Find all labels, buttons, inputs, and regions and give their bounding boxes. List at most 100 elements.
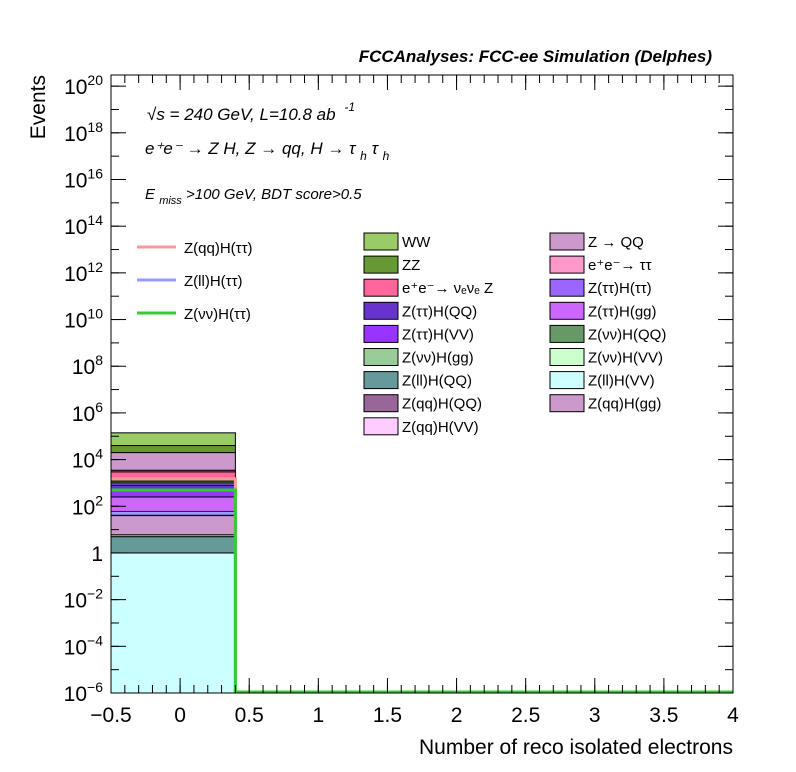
annotation-lumi-exponent: -1	[344, 100, 355, 114]
legend-swatch-legend_col2-4	[549, 324, 585, 343]
legend-label-legend_col2-2: Z(ττ)H(ττ)	[588, 280, 652, 297]
x-tick-label-1: 0	[174, 704, 186, 727]
x-axis-label: Number of reco isolated electrons	[419, 736, 733, 759]
stack-bar-14	[110, 452, 236, 471]
y-tick-base-0: 10	[64, 683, 87, 706]
legend-label-legend_col2-4: Z(νν)H(QQ)	[588, 326, 666, 343]
annotation-tau-sub-2: h	[383, 149, 390, 163]
y-tick-base-12: 10	[64, 123, 87, 146]
legend-label-signal-1: Z(ll)H(ττ)	[184, 273, 243, 290]
y-tick-label-10: 1014	[64, 212, 103, 239]
x-tick-label-9: 4	[727, 704, 739, 727]
y-tick-exponent-5: 4	[95, 446, 103, 462]
legend-label-signal-0: Z(qq)H(ττ)	[184, 240, 253, 257]
y-tick-label-8: 1010	[64, 306, 103, 333]
annotation-emiss-sub: miss	[159, 195, 182, 207]
plot-frame	[110, 74, 734, 694]
legend-swatch-legend_col2-2	[549, 278, 585, 297]
x-tick-label-5: 2	[451, 704, 463, 727]
legend-label-legend_col1-5: Z(νν)H(gg)	[402, 350, 474, 367]
stack-bar-15	[110, 445, 236, 454]
stack-bar-0	[110, 552, 236, 694]
legend-swatch-legend_col1-7	[363, 394, 399, 413]
y-tick-exponent-1: −4	[87, 632, 103, 648]
stacked-histogram	[110, 432, 236, 694]
legend-label-legend_col1-3: Z(ττ)H(QQ)	[402, 303, 477, 320]
legend-label-legend_col2-0: Z → QQ	[588, 234, 644, 251]
legend-label-signal-2: Z(νν)H(ττ)	[184, 306, 251, 323]
y-tick-exponent-0: −6	[87, 679, 103, 695]
stack-bar-3	[110, 515, 236, 536]
x-tick-label-3: 1	[312, 704, 324, 727]
x-tick-label-7: 3	[589, 704, 601, 727]
legend-label-legend_col2-3: Z(ττ)H(gg)	[588, 303, 657, 320]
legend-label-legend_col1-8: Z(qq)H(VV)	[402, 419, 479, 436]
y-tick-exponent-8: 10	[87, 306, 103, 322]
y-tick-base-10: 10	[64, 216, 87, 239]
annotation-tau-2: τ	[372, 139, 380, 158]
legend-swatch-legend_col1-5	[363, 348, 399, 366]
legend-swatch-legend_col1-3	[363, 301, 399, 320]
legend-swatch-legend_col1-0	[363, 232, 399, 251]
y-tick-label-13: 1020	[64, 72, 103, 99]
y-axis-label: Events	[27, 75, 50, 139]
legend-label-legend_col1-0: WW	[402, 234, 431, 251]
legend-label-legend_col1-4: Z(ττ)H(VV)	[402, 326, 474, 343]
y-tick-label-2: 10−2	[64, 586, 104, 613]
annotations: √s = 240 GeV, L=10.8 ab -1 e⁺e⁻ → Z H, Z…	[145, 100, 390, 208]
legend-label-legend_col2-7: Z(qq)H(gg)	[588, 396, 661, 413]
legend-swatch-legend_col2-7	[549, 394, 585, 413]
y-tick-base-7: 10	[72, 356, 95, 379]
annotation-tau-sub-1: h	[360, 149, 367, 163]
y-tick-base-5: 10	[72, 450, 95, 473]
legend-swatch-legend_col1-4	[363, 324, 399, 343]
y-tick-exponent-9: 12	[87, 259, 103, 275]
y-tick-label-6: 106	[72, 399, 103, 426]
y-tick-label-4: 102	[72, 492, 103, 519]
y-tick-base-6: 10	[72, 403, 95, 426]
y-tick-base-8: 10	[64, 310, 87, 333]
y-tick-label-0: 10−6	[64, 679, 104, 706]
y-tick-exponent-10: 14	[87, 212, 103, 228]
y-tick-exponent-12: 18	[87, 119, 103, 135]
legend-swatch-legend_col2-3	[549, 301, 585, 320]
annotation-selection: >100 GeV, BDT score>0.5	[186, 186, 362, 203]
y-tick-base-4: 10	[72, 496, 95, 519]
x-tick-label-0: −0.5	[90, 704, 131, 727]
y-tick-exponent-11: 16	[87, 166, 103, 182]
legend: Z(qq)H(ττ) Z(ll)H(ττ) Z(νν)H(ττ) WW ZZ e⁺e⁻→ …	[137, 232, 666, 436]
y-tick-exponent-4: 2	[95, 492, 103, 508]
stack-bar-1	[110, 536, 236, 554]
annotation-emiss: E	[145, 186, 156, 203]
legend-swatch-legend_col1-8	[363, 417, 399, 436]
y-tick-base-3: 1	[91, 543, 103, 566]
stack-bar-16	[110, 432, 236, 447]
y-tick-base-13: 10	[64, 76, 87, 99]
y-tick-exponent-6: 6	[95, 399, 103, 415]
y-tick-base-2: 10	[64, 590, 87, 613]
legend-label-legend_col2-1: e⁺e⁻→ ττ	[588, 257, 652, 274]
y-tick-label-1: 10−4	[64, 632, 104, 659]
y-tick-exponent-2: −2	[87, 586, 103, 602]
legend-label-legend_col1-2: e⁺e⁻→ νₑνₑ Z	[402, 280, 493, 297]
y-tick-label-3: 1	[91, 543, 103, 566]
y-tick-label-11: 1016	[64, 166, 103, 193]
chart-title: FCCAnalyses: FCC-ee Simulation (Delphes)	[359, 47, 713, 66]
x-axis: −0.5 0 0.5 1 1.5 2 2.5 3 3.5 4	[90, 75, 739, 727]
y-tick-base-11: 10	[64, 170, 87, 193]
y-tick-label-9: 1012	[64, 259, 103, 286]
stack-bar-6	[110, 496, 236, 512]
y-tick-label-7: 108	[72, 352, 103, 379]
y-axis: 10−610−410−21102104106108101010121014101…	[64, 72, 733, 706]
legend-label-legend_col1-6: Z(ll)H(QQ)	[402, 373, 472, 390]
legend-label-legend_col1-1: ZZ	[402, 257, 420, 274]
x-tick-label-4: 1.5	[373, 704, 402, 727]
legend-swatch-legend_col2-1	[549, 255, 585, 274]
legend-swatch-legend_col2-6	[549, 371, 585, 390]
svg-text:E miss >100 GeV, B: E miss >100 GeV, BDT score>0.5	[145, 186, 362, 208]
y-tick-base-9: 10	[64, 263, 87, 286]
legend-label-legend_col2-5: Z(νν)H(VV)	[588, 350, 663, 367]
annotation-process: e⁺e⁻ → Z H, Z → qq, H → τ	[145, 139, 357, 158]
y-tick-base-1: 10	[64, 636, 87, 659]
